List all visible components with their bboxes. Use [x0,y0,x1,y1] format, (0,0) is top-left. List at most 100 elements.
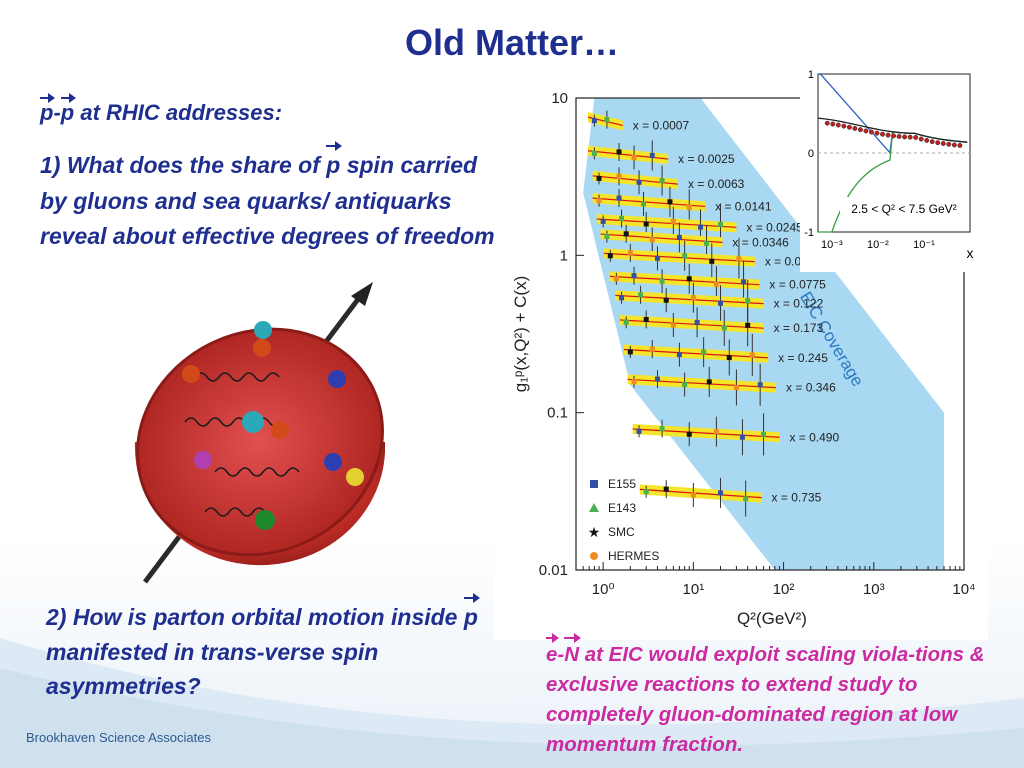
data-point [698,224,704,230]
data-point [757,382,763,388]
data-point [591,118,597,124]
data-point [619,216,625,222]
data-point [659,426,665,432]
inset-data-point [896,134,902,139]
data-point [604,234,610,240]
bin-label: x = 0.245 [778,351,828,365]
data-point [638,292,644,298]
hemisphere-interior [136,327,384,557]
y-tick-label: 0.01 [539,562,568,579]
inset-data-point [935,140,941,146]
inset-annotation: 2.5 < Q² < 7.5 GeV² [851,202,956,216]
slide-title: Old Matter… [404,22,619,63]
legend-marker-circle [590,552,598,560]
data-point [718,300,724,306]
bin-label: x = 0.490 [789,430,839,444]
data-point [663,486,669,492]
data-point [726,355,732,361]
data-point [631,155,637,161]
x-tick-label: 10⁰ [592,581,615,598]
data-point [706,379,712,385]
inset-data-point [913,135,919,140]
data-point [649,237,655,243]
legend-marker-square [590,480,598,488]
inset-annotation-bg [840,197,968,219]
data-point [623,231,629,237]
fit-line [587,150,669,160]
data-point [721,325,727,331]
data-point [709,258,715,264]
question-1: 1) What does the share of p spin carried… [40,141,510,255]
inset-data-point [874,130,880,136]
background-swoosh [0,638,1024,768]
data-point [596,198,602,204]
legend-marker-star: ★ [588,524,601,540]
data-point [713,281,719,287]
legend-label: E155 [608,477,636,491]
legend-label: HERMES [608,549,659,563]
data-point [718,221,724,227]
brand-logo-text: Brookhaven Science Associates [26,730,211,745]
data-point [623,319,629,325]
inset-data-point [852,125,858,131]
inset-data-point [824,120,830,126]
inset-x-tick: 10⁻² [867,239,889,251]
bin-label: x = 0.0063 [688,177,745,191]
inset-y-tick: 0 [808,148,814,160]
data-point [659,278,665,284]
data-point [733,384,739,390]
data-point [654,255,660,261]
data-point [616,173,622,179]
legend-marker-triangle [589,503,599,512]
fit-line [627,378,777,389]
data-point [627,349,633,355]
bin-label: x = 0.0141 [715,199,772,213]
inset-data-point [924,137,930,143]
data-point [636,179,642,185]
data-point [676,234,682,240]
x-tick-label: 10⁴ [952,581,975,598]
fit-line [623,348,769,359]
inset-data-point [891,133,897,139]
inset-chart: 1 0 -1 10⁻³ 10⁻² 10⁻¹ x 2.5 < Q² < 7.5 GeV² [800,62,1000,272]
data-point [636,428,642,434]
data-point [743,496,749,502]
inset-data-point [885,132,891,138]
bin-label: x = 0.735 [772,491,822,505]
bin-label: x = 0.173 [774,321,824,335]
inset-data-point [830,121,836,127]
data-point [739,434,745,440]
data-point [676,352,682,358]
vector-p: p [60,93,77,125]
fit-line [632,428,780,438]
bin-label: x = 0.0775 [769,278,826,292]
inset-data-point [880,131,885,137]
data-point [741,279,747,285]
data-point [643,489,649,495]
x-tick-label: 10² [773,581,795,598]
vector-n: N [564,633,581,670]
data-point [649,152,655,158]
proton-cutaway-illustration [134,282,385,584]
data-point [682,382,688,388]
data-point [745,322,751,328]
data-point [643,316,649,322]
data-point [761,431,767,437]
bin-label: x = 0.0346 [732,235,789,249]
inset-y-tick: 1 [808,69,814,81]
bin-label: x = 0.0245 [746,220,803,234]
data-point [667,199,673,205]
inset-data-point [835,122,841,128]
data-point [596,175,602,181]
data-point [718,490,724,496]
data-point [591,150,597,156]
data-point [686,431,692,437]
y-tick-label: 0.1 [547,405,568,422]
data-point [631,273,637,279]
vector-p: p [463,593,480,635]
vector-e: e [546,633,560,670]
bin-label: x = 0.0007 [633,118,690,132]
data-point [613,276,619,282]
inset-y-tick: -1 [804,227,814,239]
inset-data-point [846,124,852,130]
